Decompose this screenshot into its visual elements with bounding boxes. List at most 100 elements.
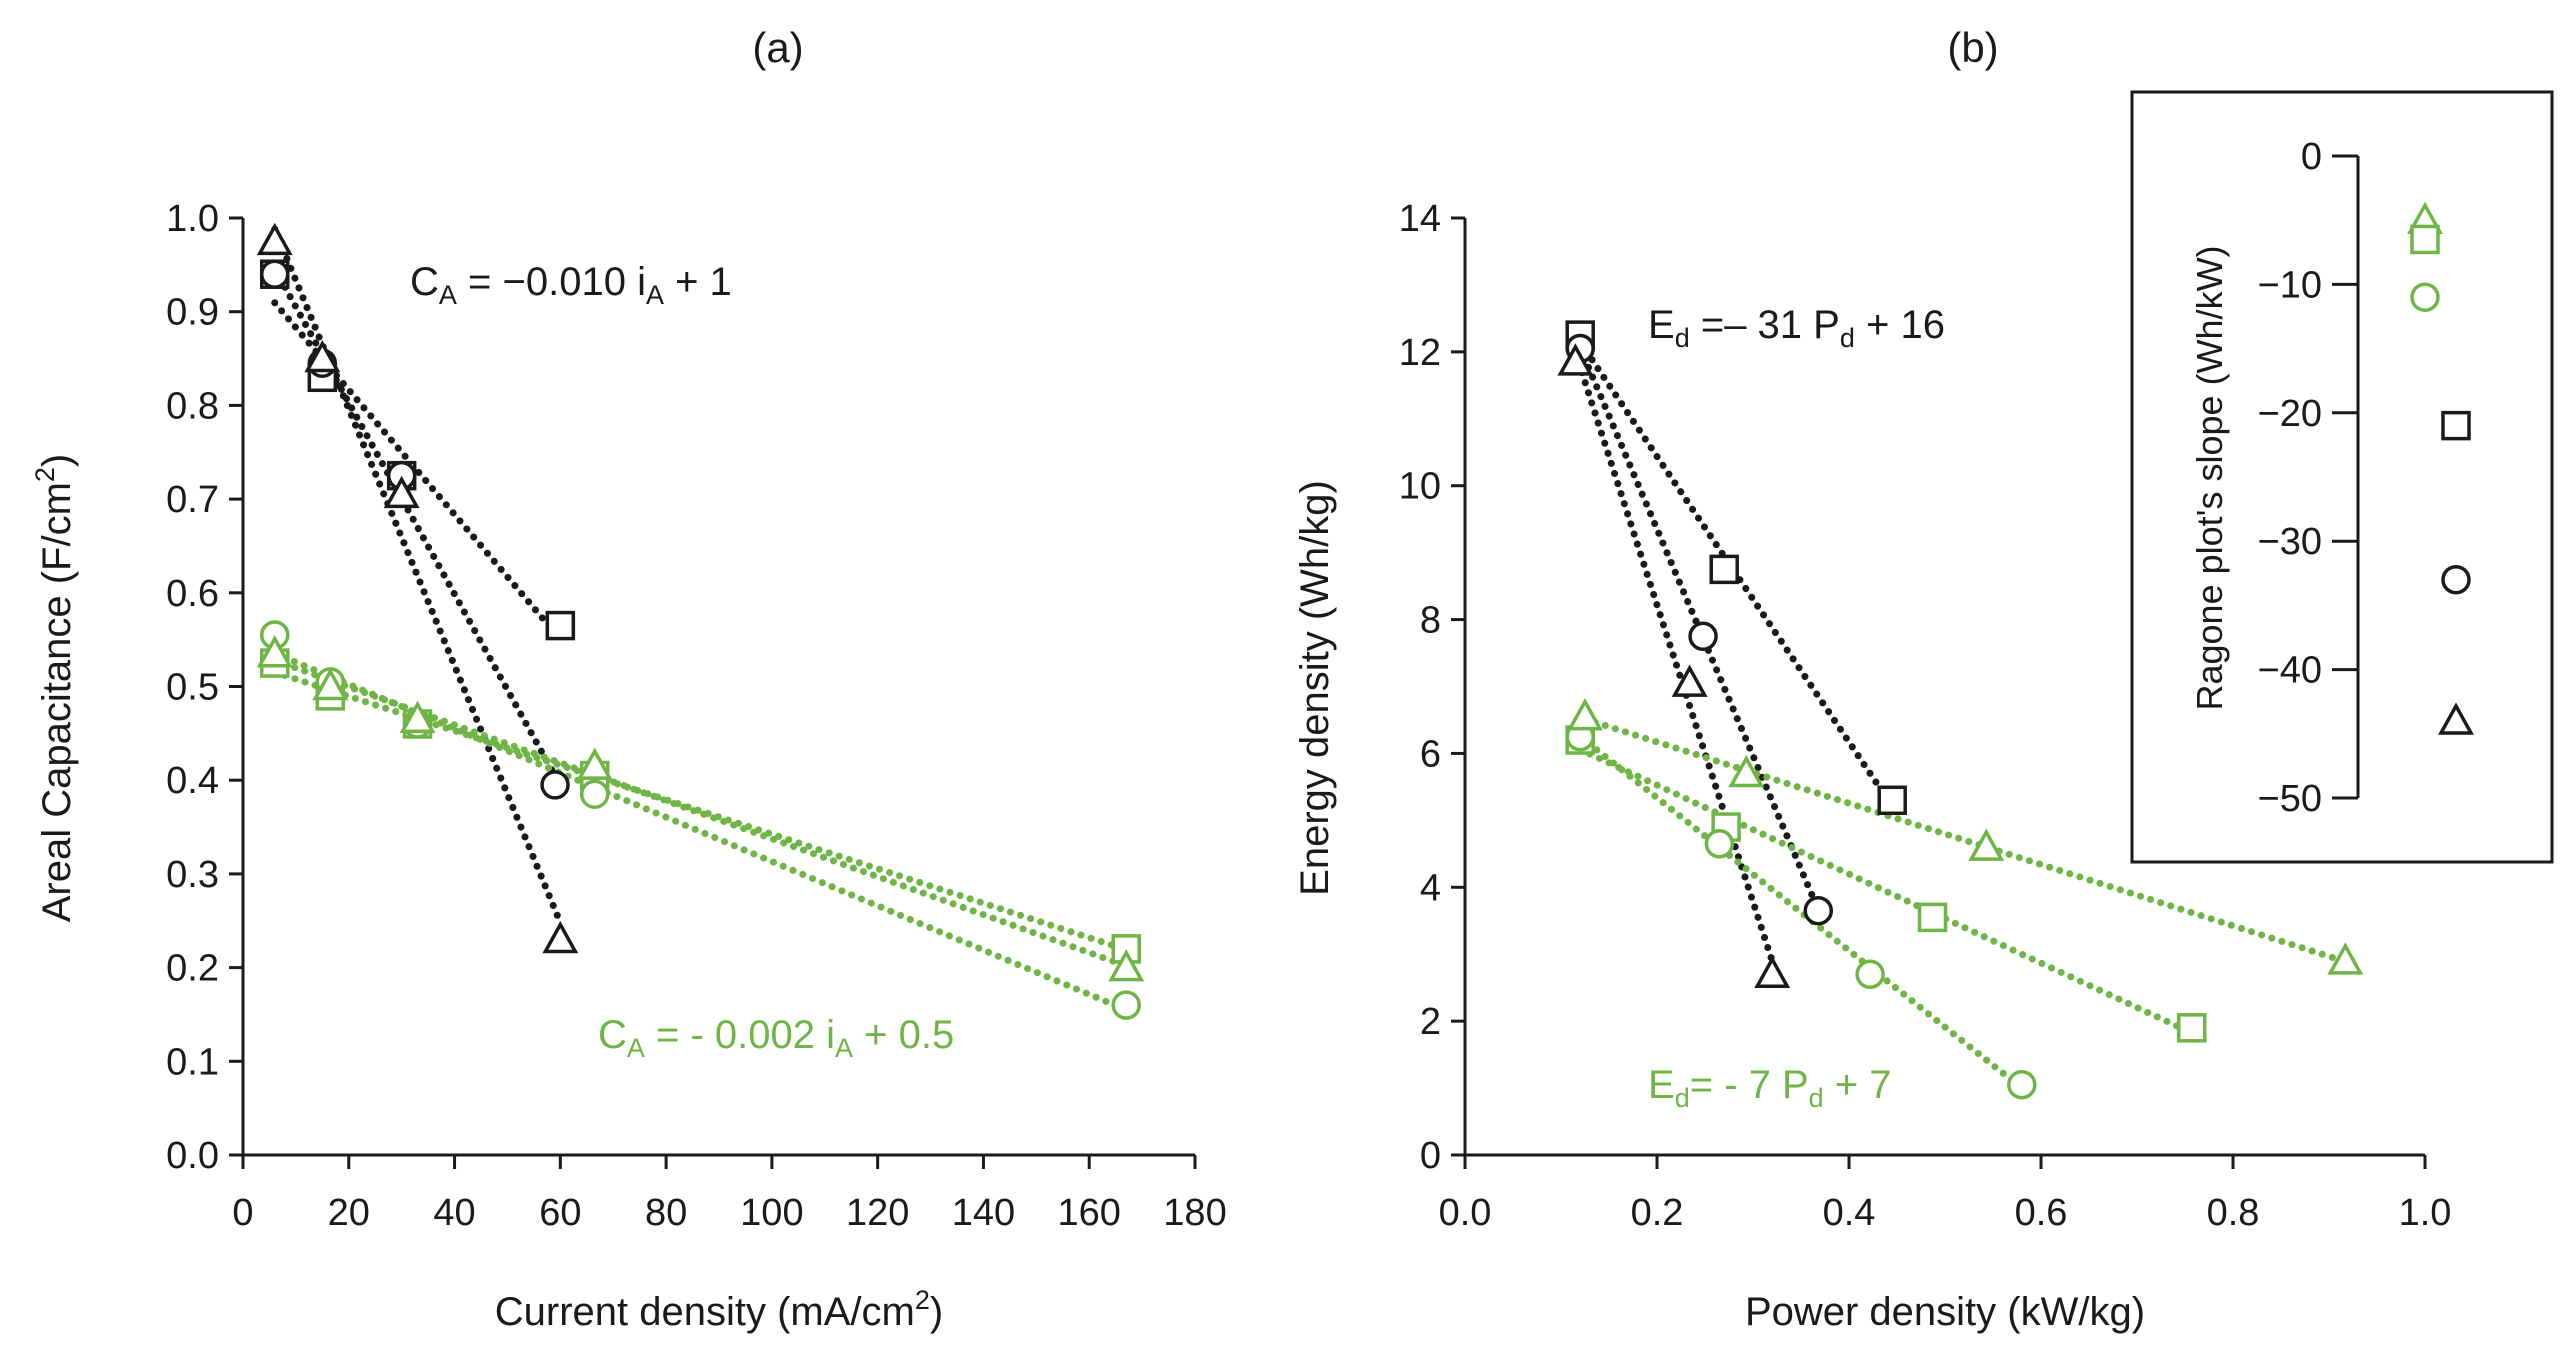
green-circle-point — [1704, 829, 1735, 859]
black-circle-point — [259, 259, 290, 289]
green-triangle-point — [256, 635, 293, 668]
x-tick-label: 180 — [1163, 1192, 1226, 1234]
x-tick-label: 120 — [846, 1192, 909, 1234]
panel-b-title: (b) — [1947, 24, 1998, 71]
inset-y-tick-label: −50 — [2258, 778, 2322, 820]
panel-b-y-ticks: 0 2 4 6 8 10 12 14 — [1399, 198, 1465, 1177]
x-tick-label: 140 — [952, 1192, 1015, 1234]
inset-y-label: Ragone plot's slope (Wh/kW) — [2189, 245, 2230, 710]
panel-a-trendlines — [271, 225, 1130, 1014]
x-tick-label: 0 — [232, 1192, 253, 1234]
x-tick-label: 0.6 — [2015, 1192, 2068, 1234]
y-tick-label: 0.7 — [166, 479, 219, 521]
inset-y-tick-label: −20 — [2258, 393, 2322, 435]
x-tick-label: 0.2 — [1631, 1192, 1684, 1234]
black-triangle-point — [1671, 664, 1708, 697]
green-square-point — [1917, 902, 1948, 933]
inset-green-circle-point — [2410, 282, 2440, 312]
panel-b-black-fit-equation: Ed =– 31 Pd + 16 — [1648, 303, 1945, 353]
inset-slope-chart: 0 −10 −20 −30 −40 −50 Ragone plot's slope (Wh… — [2130, 90, 2554, 864]
green-triangle-point — [1108, 948, 1145, 982]
y-tick-label: 0.4 — [166, 760, 219, 802]
panel-b-y-label: Energy density (Wh/kg) — [1293, 480, 1337, 896]
y-tick-label: 0.3 — [166, 854, 219, 896]
black-triangle-point — [383, 475, 420, 509]
inset-y-tick-label: 0 — [2301, 136, 2322, 178]
panel-b-markers — [1557, 320, 2364, 1100]
x-tick-label: 160 — [1058, 1192, 1121, 1234]
green-triangle-trendline — [271, 656, 1130, 970]
panel-a-y-label: Areal Capacitance (F/cm2) — [30, 454, 79, 923]
green-triangle-point — [1728, 754, 1765, 788]
green-circle-point — [1111, 990, 1141, 1020]
y-tick-label: 6 — [1420, 733, 1441, 775]
black-square-point — [1709, 554, 1739, 585]
black-square-point — [1877, 785, 1907, 816]
inset-black-square-point — [2441, 410, 2471, 441]
black-triangle-trendline — [271, 225, 564, 927]
black-square-trendline — [1576, 338, 1896, 810]
y-tick-label: 0.5 — [166, 667, 219, 709]
x-tick-label: 0.4 — [1823, 1192, 1876, 1234]
black-circle-point — [1803, 895, 1834, 926]
green-triangle-trendline — [1581, 715, 2349, 966]
green-triangle-point — [2327, 942, 2364, 975]
panel-a-x-label: Current density (mA/cm2) — [495, 1285, 943, 1334]
inset-frame — [2130, 90, 2554, 864]
inset-y-tick-label: −30 — [2258, 521, 2322, 563]
green-triangle-point — [576, 747, 613, 780]
inset-green-square-point — [2410, 224, 2440, 255]
x-tick-label: 60 — [539, 1192, 581, 1234]
panel-b-ragone: (b) 0 2 4 6 8 10 12 14 0.0 0.2 0.4 0.6 0.8 1.0 Power… — [1293, 24, 2451, 1334]
green-square-trendline — [1576, 746, 2196, 1037]
x-tick-label: 0.8 — [2207, 1192, 2260, 1234]
inset-y-tick-label: −40 — [2258, 650, 2322, 692]
y-tick-label: 0.1 — [166, 1041, 219, 1083]
panel-a-black-fit-equation: CA = −0.010 iA + 1 — [410, 260, 732, 310]
x-tick-label: 80 — [645, 1192, 687, 1234]
y-tick-label: 0.8 — [166, 385, 219, 427]
y-tick-label: 2 — [1420, 1001, 1441, 1043]
black-triangle-point — [304, 339, 341, 373]
green-circle-point — [579, 779, 610, 810]
panel-a-title: (a) — [752, 24, 803, 71]
panel-a-y-ticks: 0.0 0.1 0.2 0.3 0.4 0.5 0.6 0.7 0.8 0.9 1.0 — [166, 198, 243, 1177]
y-tick-label: 0.6 — [166, 573, 219, 615]
panel-a-green-fit-equation: CA = - 0.002 iA + 0.5 — [598, 1013, 954, 1063]
x-tick-label: 40 — [433, 1192, 475, 1234]
y-tick-label: 0 — [1420, 1135, 1441, 1177]
panel-a-markers — [256, 222, 1145, 1020]
inset-black-circle-point — [2441, 564, 2471, 595]
green-square-point — [2176, 1013, 2207, 1043]
panel-b-green-fit-equation: Ed= - 7 Pd + 7 — [1648, 1063, 1892, 1113]
x-tick-label: 20 — [328, 1192, 370, 1234]
y-tick-label: 8 — [1420, 600, 1441, 642]
panel-b-x-ticks: 0.0 0.2 0.4 0.6 0.8 1.0 — [1439, 1155, 2452, 1234]
black-triangle-trendline — [1571, 348, 1776, 965]
black-square-point — [545, 610, 576, 641]
panel-a-x-ticks: 0 20 40 60 80 100 120 140 160 180 — [232, 1155, 1227, 1234]
y-tick-label: 12 — [1399, 332, 1441, 374]
inset-markers — [2407, 201, 2474, 735]
inset-y-tick-label: −10 — [2258, 264, 2322, 306]
black-triangle-point — [1754, 955, 1791, 989]
y-tick-label: 0.0 — [166, 1135, 219, 1177]
green-triangle-point — [1567, 698, 1603, 731]
green-triangle-point — [399, 700, 436, 734]
y-tick-label: 0.2 — [166, 948, 219, 990]
panel-b-x-label: Power density (kW/kg) — [1745, 1290, 2145, 1334]
x-tick-label: 1.0 — [2399, 1192, 2452, 1234]
black-triangle-point — [1557, 343, 1594, 376]
x-tick-label: 0.0 — [1439, 1192, 1492, 1234]
green-circle-point — [2007, 1069, 2037, 1100]
black-circle-point — [1688, 621, 1718, 652]
inset-black-triangle-point — [2438, 702, 2474, 735]
y-tick-label: 0.9 — [166, 292, 219, 334]
y-tick-label: 10 — [1399, 466, 1441, 508]
y-tick-label: 4 — [1420, 867, 1441, 909]
green-triangle-point — [312, 667, 349, 701]
green-circle-point — [1855, 959, 1885, 990]
y-tick-label: 1.0 — [166, 198, 219, 240]
black-circle-point — [540, 770, 570, 800]
